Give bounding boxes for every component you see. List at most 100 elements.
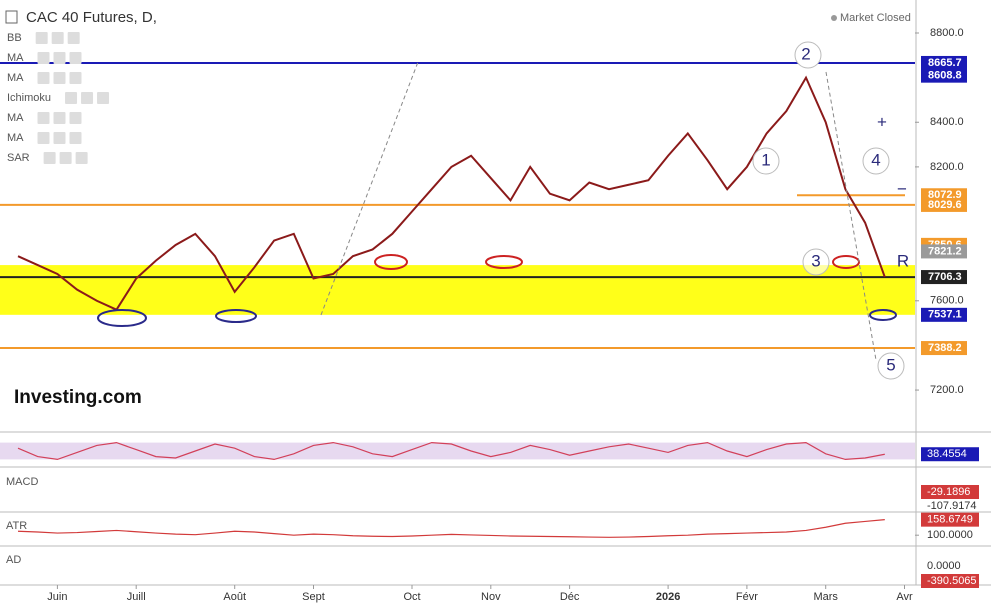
indicator-label[interactable]: MA [7, 132, 24, 144]
level-label-bg [921, 270, 967, 285]
level-label-bg [921, 307, 967, 322]
indicator-icon[interactable] [69, 72, 82, 84]
level-label-bg [921, 244, 967, 259]
level-label: 7706.3 [928, 271, 962, 283]
level-label: 7537.1 [928, 309, 962, 321]
y-tick-label: 7600.0 [930, 295, 964, 307]
menu-icon[interactable] [5, 10, 18, 24]
panel-line [17, 519, 885, 538]
indicator-label[interactable]: Ichimoku [7, 92, 51, 104]
indicator-icon[interactable] [37, 52, 50, 64]
indicator-icon[interactable] [69, 112, 82, 124]
panel-value: -107.9174 [927, 500, 977, 512]
y-tick-label: 100.0000 [927, 529, 973, 541]
indicator-icon[interactable] [69, 132, 82, 144]
indicator-label[interactable]: SAR [7, 152, 30, 164]
indicator-icon[interactable] [75, 152, 88, 164]
level-label-bg [921, 341, 967, 356]
annotation: + [877, 112, 887, 131]
annotation: 5 [886, 355, 895, 374]
level-label-bg [921, 55, 967, 70]
x-tick-label: Avr [896, 591, 913, 603]
panel-name: ATR [6, 520, 27, 532]
level-label: 8665.7 [928, 57, 962, 69]
indicator-icon[interactable] [53, 72, 66, 84]
indicator-label[interactable]: MA [7, 72, 24, 84]
indicator-label[interactable]: MA [7, 112, 24, 124]
panel-value-bg [921, 447, 979, 462]
annotation: 2 [801, 44, 810, 63]
indicator-icon[interactable] [37, 72, 50, 84]
panel-value: 158.6749 [927, 514, 973, 526]
y-tick-label: 8200.0 [930, 161, 964, 173]
x-tick-label: Déc [560, 591, 580, 603]
panel-value-bg [921, 485, 979, 499]
marker-ellipse [374, 254, 408, 270]
x-tick-label: Oct [403, 591, 420, 603]
watermark: Investing.com [14, 387, 142, 408]
indicator-icon[interactable] [37, 132, 50, 144]
x-tick-label: 2026 [656, 591, 680, 603]
panel-value-bg [921, 512, 979, 527]
annotation-circle [877, 352, 905, 380]
x-tick-label: Juill [127, 591, 146, 603]
indicator-icon[interactable] [35, 32, 48, 44]
marker-ellipse [869, 309, 897, 321]
support-zone [0, 265, 915, 315]
level-label: 7821.2 [928, 245, 962, 257]
indicator-icon[interactable] [51, 32, 64, 44]
indicator-icon[interactable] [53, 132, 66, 144]
indicator-label[interactable]: MA [7, 52, 24, 64]
x-tick-label: Févr [736, 591, 758, 603]
annotation: − [897, 179, 907, 198]
annotation-circle [794, 41, 822, 69]
trend-line [320, 61, 419, 316]
y-tick-label: 8400.0 [930, 116, 964, 128]
stoch-band [0, 442, 915, 460]
x-tick-label: Nov [481, 591, 501, 603]
annotation: R [897, 251, 909, 270]
y-tick-label: 8800.0 [930, 27, 964, 39]
annotation: 1 [761, 150, 770, 169]
indicator-icon[interactable] [37, 112, 50, 124]
price-line [17, 75, 886, 311]
indicator-label[interactable]: BB [7, 32, 22, 44]
level-label: 7388.2 [928, 342, 962, 354]
annotation-circle [862, 147, 890, 175]
annotation: 3 [811, 251, 820, 270]
market-status: Market Closed [840, 12, 911, 24]
panel-value: -390.5065 [927, 575, 977, 587]
panel-value-bg [921, 574, 979, 588]
x-tick-label: Sept [302, 591, 325, 603]
marker-ellipse [97, 309, 147, 327]
level-label-bg [921, 197, 967, 212]
indicator-icon[interactable] [43, 152, 56, 164]
level-label-bg [921, 68, 967, 83]
plot [0, 61, 915, 350]
annotation: 4 [871, 150, 880, 169]
y-tick-label: 7200.0 [930, 384, 964, 396]
indicator-icon[interactable] [59, 152, 72, 164]
marker-ellipse [485, 255, 523, 269]
level-label: 8029.6 [928, 199, 962, 211]
indicator-icon[interactable] [65, 92, 78, 104]
indicator-icon[interactable] [69, 52, 82, 64]
indicator-icon[interactable] [97, 92, 110, 104]
annotation-circle [802, 248, 830, 276]
indicator-icon[interactable] [67, 32, 80, 44]
level-label: 8608.8 [928, 70, 962, 82]
status-dot [831, 15, 837, 21]
panel-name: MACD [6, 476, 38, 488]
indicator-icon[interactable] [53, 112, 66, 124]
indicator-icon[interactable] [53, 52, 66, 64]
indicator-icon[interactable] [81, 92, 94, 104]
panel-value: -29.1896 [927, 486, 970, 498]
chart-title: CAC 40 Futures, D, [26, 9, 157, 26]
x-tick-label: Juin [47, 591, 67, 603]
x-tick-label: Août [223, 591, 246, 603]
x-tick-label: Mars [813, 591, 838, 603]
panel-value: 0.0000 [927, 560, 961, 572]
